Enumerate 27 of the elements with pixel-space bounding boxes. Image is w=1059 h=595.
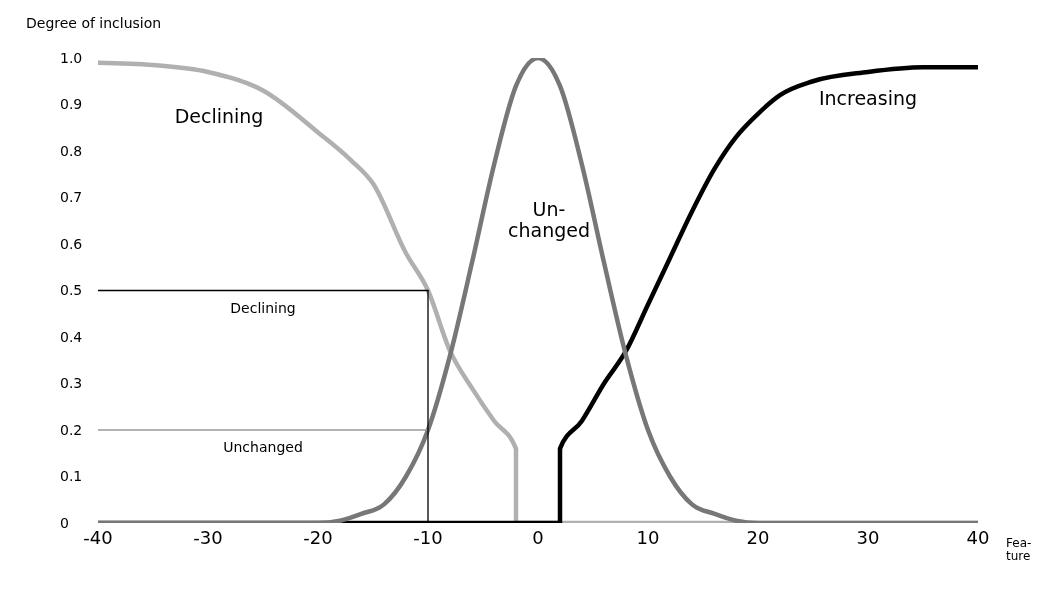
- annotation: Declining: [230, 299, 296, 316]
- x-tick-label: 20: [746, 526, 770, 548]
- y-tick-label: 0.1: [60, 468, 83, 485]
- x-tick-label: 30: [856, 526, 880, 548]
- y-axis-title: Degree of inclusion: [26, 15, 162, 31]
- y-tick-label: 0.3: [60, 375, 83, 392]
- x-axis-title: Fea- ture: [1006, 536, 1032, 564]
- x-tick-label: 40: [966, 526, 990, 548]
- y-tick-label: 0.4: [60, 328, 83, 345]
- y-tick-label: 0.8: [60, 142, 83, 159]
- x-tick-label: 10: [636, 526, 660, 548]
- y-tick-label: 0: [60, 514, 69, 531]
- series-label: Declining: [174, 105, 264, 128]
- x-tick-label: 0: [532, 526, 544, 548]
- y-tick-label: 0.2: [60, 421, 83, 438]
- series-label: Un- changed: [508, 198, 590, 241]
- y-tick-label: 0.5: [60, 282, 83, 299]
- y-tick-label: 1.0: [60, 49, 83, 66]
- x-tick-label: -20: [303, 526, 333, 548]
- y-tick-label: 0.6: [60, 235, 83, 252]
- x-tick-label: -10: [413, 526, 443, 548]
- annotation: Unchanged: [223, 439, 303, 455]
- series-label: Increasing: [818, 86, 918, 109]
- x-tick-label: -40: [83, 526, 113, 548]
- x-tick-label: -30: [193, 526, 223, 548]
- y-tick-label: 0.7: [60, 189, 83, 206]
- y-tick-label: 0.9: [60, 96, 83, 113]
